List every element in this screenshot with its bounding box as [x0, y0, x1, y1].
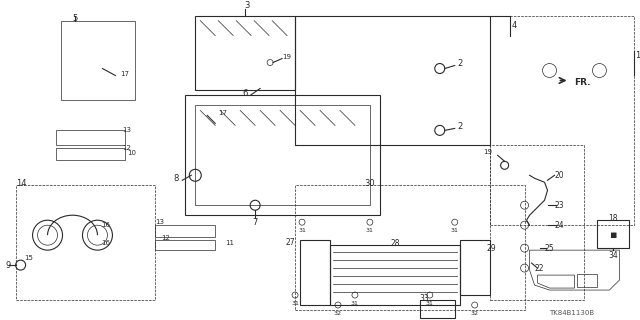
Text: TK84B1130B: TK84B1130B [549, 310, 595, 316]
Text: 16: 16 [101, 240, 110, 246]
Text: 10: 10 [127, 150, 136, 156]
Text: 31: 31 [426, 300, 434, 306]
Text: 31: 31 [298, 228, 306, 233]
Bar [295, 16, 490, 145]
Bar [490, 16, 634, 225]
Text: 3: 3 [244, 1, 250, 10]
Bar [156, 225, 215, 237]
Text: 27: 27 [285, 238, 295, 247]
Text: 23: 23 [555, 201, 564, 210]
Text: 2: 2 [457, 122, 462, 131]
Text: 4: 4 [512, 21, 517, 30]
Bar [295, 185, 525, 310]
Text: 12: 12 [122, 145, 131, 151]
Text: 14: 14 [15, 179, 26, 188]
Bar [490, 145, 584, 300]
Text: 17: 17 [218, 110, 227, 116]
Bar [597, 220, 629, 248]
Text: 29: 29 [487, 244, 497, 253]
Text: 15: 15 [24, 255, 33, 261]
Text: 31: 31 [366, 228, 374, 233]
Text: 19: 19 [283, 53, 292, 60]
Text: 30: 30 [365, 179, 375, 188]
Text: 24: 24 [555, 221, 564, 230]
Bar [61, 20, 136, 100]
Bar [460, 240, 490, 295]
Text: 7: 7 [252, 218, 258, 227]
Bar [300, 240, 330, 305]
Text: 9: 9 [6, 260, 11, 270]
Bar [420, 300, 455, 318]
Text: 25: 25 [545, 244, 554, 253]
Text: 18: 18 [609, 214, 618, 223]
Bar [156, 240, 215, 250]
Text: 12: 12 [161, 235, 170, 241]
Text: 2: 2 [457, 59, 462, 68]
Text: 22: 22 [535, 264, 544, 273]
Text: 13: 13 [122, 127, 131, 133]
Text: 34: 34 [609, 251, 618, 260]
Text: 8: 8 [173, 174, 179, 183]
Text: 31: 31 [291, 300, 299, 306]
Text: 17: 17 [120, 70, 129, 76]
Text: 16: 16 [101, 222, 110, 228]
Text: 11: 11 [225, 240, 234, 246]
Text: 32: 32 [470, 310, 479, 316]
Text: FR.: FR. [575, 78, 591, 87]
Bar [56, 148, 125, 160]
Text: 1: 1 [635, 51, 640, 60]
Text: ▪: ▪ [610, 230, 617, 240]
Bar [330, 245, 460, 305]
Text: 31: 31 [451, 228, 459, 233]
Text: 19: 19 [484, 149, 493, 155]
Text: 32: 32 [334, 310, 342, 316]
Text: 31: 31 [351, 300, 359, 306]
Text: 5: 5 [73, 14, 78, 23]
Text: 20: 20 [555, 171, 564, 180]
Bar [185, 95, 380, 215]
Bar [195, 105, 370, 205]
Bar [56, 130, 125, 145]
Bar [195, 16, 295, 91]
Text: 6: 6 [243, 89, 248, 98]
Bar [15, 185, 156, 300]
Text: 28: 28 [390, 239, 399, 248]
Text: 13: 13 [156, 219, 164, 225]
Text: 33: 33 [420, 293, 429, 302]
